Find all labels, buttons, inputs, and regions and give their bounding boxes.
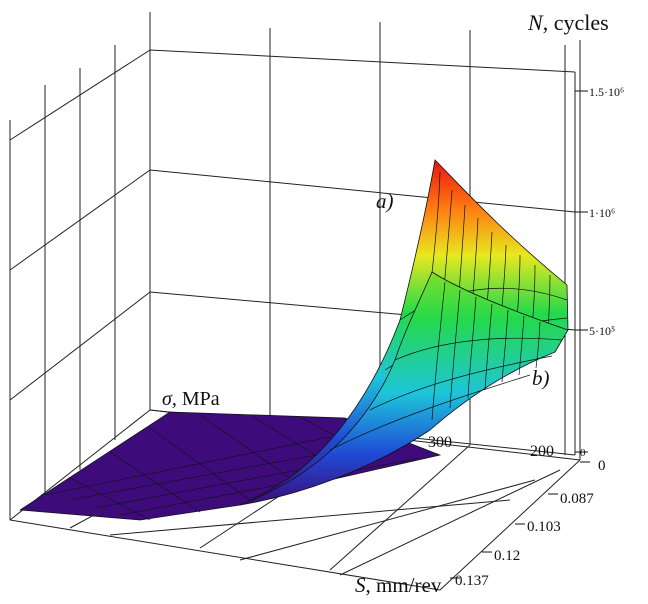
surface-a-label: a) [376,189,394,213]
s-axis-title: S, mm/rev [355,573,442,597]
z-tick-label: 5·10⁵ [589,324,615,338]
s-tick-label: 0.103 [527,519,561,535]
z-tick-label: 1·10⁶ [589,206,615,220]
z-zero-tick-label: 0 [580,447,586,459]
surface-b-label: b) [532,366,550,390]
s-tick-label: 0.087 [560,491,594,507]
z-axis-ticks [575,91,588,452]
right-wall-grid [565,40,580,460]
z-axis-title: N, cycles [527,10,609,35]
sigma-tick-label: 200 [530,443,554,460]
sigma-tick-label: 300 [428,434,452,451]
z-tick-label: 1.5·10⁶ [589,85,624,99]
s-tick-label: 0.137 [455,573,489,589]
s-tick-label: 0 [598,458,606,474]
sigma-axis-title: σ, MPa [162,388,220,410]
s-tick-label: 0.12 [494,548,520,564]
